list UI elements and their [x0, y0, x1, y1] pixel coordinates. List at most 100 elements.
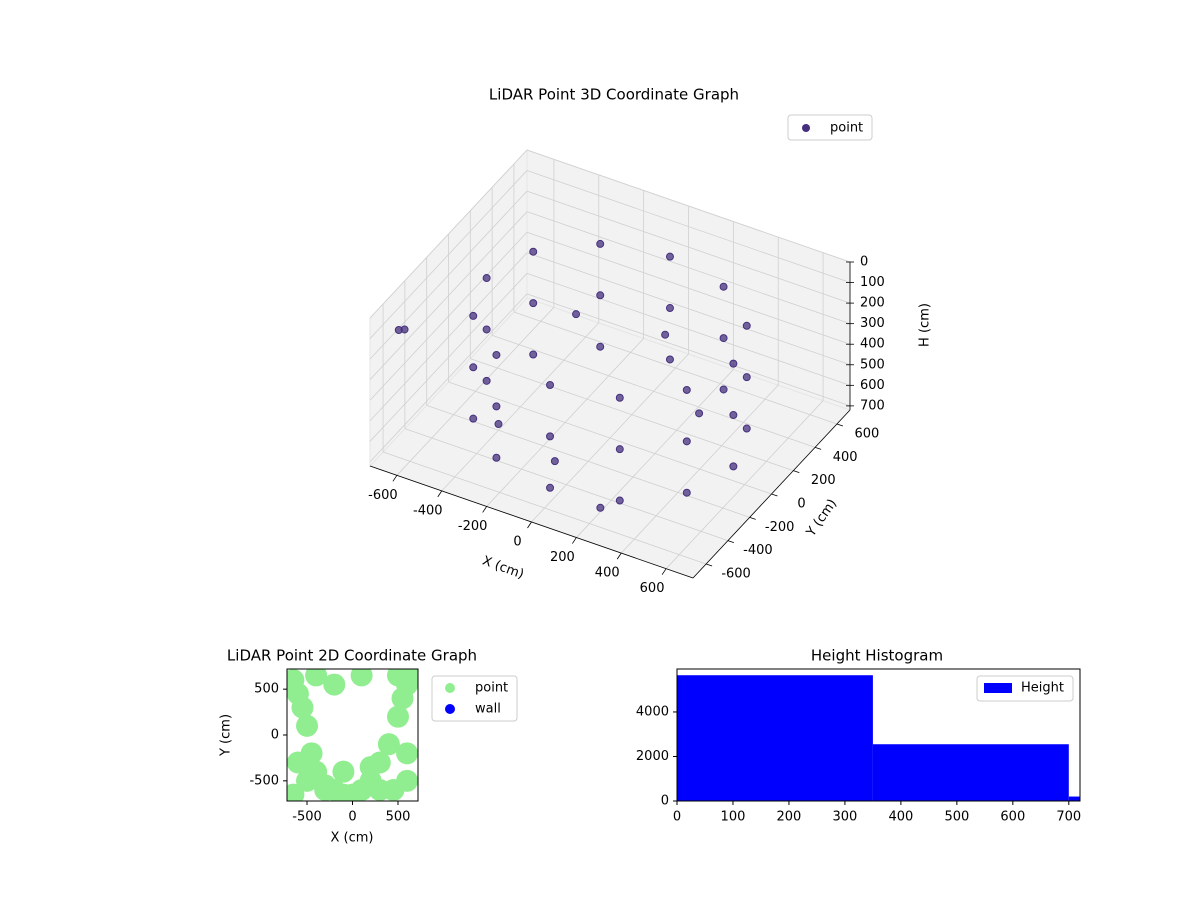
x-tick-label: 400	[888, 810, 913, 825]
y-tick-label: 200	[811, 473, 836, 488]
y-tick-label: 600	[855, 427, 880, 442]
x-tick-label: 500	[386, 810, 411, 825]
z-tick-label: 700	[860, 398, 885, 413]
point	[469, 311, 478, 320]
y-axis-label: Y (cm)	[219, 714, 234, 757]
y-tick-label: -200	[765, 520, 795, 535]
grid-line	[470, 358, 794, 472]
grid-line	[526, 190, 851, 304]
point	[482, 274, 491, 283]
point	[359, 756, 382, 779]
x-tick-label: 200	[777, 810, 802, 825]
point	[546, 483, 555, 492]
point	[742, 424, 751, 433]
tick-mark	[749, 516, 756, 520]
point	[305, 669, 328, 687]
point	[695, 409, 704, 418]
x-tick-label: 700	[1056, 810, 1081, 825]
point	[469, 414, 478, 423]
point	[596, 342, 605, 351]
point	[341, 783, 364, 801]
x-axis	[369, 465, 694, 579]
tick-mark	[705, 563, 713, 567]
point	[314, 779, 337, 801]
point	[596, 503, 605, 512]
grid-line	[526, 293, 851, 407]
x-tick-label: 200	[550, 550, 575, 565]
y-tick-label: 4000	[636, 704, 669, 719]
point	[400, 325, 409, 334]
point	[386, 669, 409, 687]
x-tick-label: -600	[368, 488, 398, 503]
point	[661, 330, 670, 339]
y-tick-label: -500	[249, 773, 279, 788]
grid-line	[513, 311, 838, 425]
point	[742, 373, 751, 382]
y-tick-label: -600	[721, 567, 751, 582]
tick-mark	[814, 446, 822, 450]
point	[682, 437, 691, 446]
point	[719, 385, 728, 394]
point	[529, 350, 538, 359]
point	[719, 282, 728, 291]
tick-mark	[771, 493, 778, 497]
x-tick-label: 100	[721, 810, 746, 825]
grid-line	[382, 451, 707, 565]
point	[386, 705, 409, 728]
z-tick-label: 600	[860, 378, 885, 393]
legend-marker	[445, 704, 455, 714]
legend-box	[976, 675, 1074, 702]
y-tick-label: 400	[833, 450, 858, 465]
y-tick-label: 0	[271, 728, 279, 743]
x-tick-label: 400	[595, 566, 620, 581]
grid-line	[369, 252, 528, 422]
grid-line	[526, 211, 851, 325]
legend-marker	[984, 683, 1012, 693]
legend-label: point	[475, 681, 508, 696]
legend-marker	[802, 124, 810, 132]
y-tick-label: 0	[797, 497, 805, 512]
tick-mark	[793, 470, 800, 474]
x-tick-label: -200	[458, 519, 488, 534]
y-tick-label: 0	[661, 794, 669, 809]
point	[332, 760, 355, 783]
grid-line	[369, 231, 528, 401]
point	[572, 310, 581, 319]
tick-mark	[727, 540, 735, 544]
axes-frame	[676, 668, 1081, 802]
x-tick-label: 0	[673, 810, 681, 825]
tick-mark	[661, 568, 667, 575]
x-tick-label: 600	[1000, 810, 1025, 825]
point	[729, 462, 738, 471]
point	[615, 445, 624, 454]
grid-line	[526, 170, 851, 283]
point	[350, 669, 373, 687]
point	[665, 355, 674, 364]
z-tick-label: 300	[860, 316, 885, 331]
legend-label: wall	[475, 702, 501, 717]
grid-line	[526, 272, 851, 386]
point	[492, 453, 501, 462]
point	[729, 359, 738, 368]
bar	[872, 744, 1069, 801]
legend-label: Height	[1021, 681, 1064, 696]
point	[291, 696, 314, 719]
point	[492, 402, 501, 411]
x-tick-label: 600	[640, 581, 665, 596]
tick-mark	[437, 490, 443, 498]
x-tick-label: 0	[513, 535, 521, 550]
point	[719, 334, 728, 343]
legend-label: point	[830, 121, 863, 136]
point	[482, 325, 491, 334]
legend-marker	[445, 683, 455, 693]
point	[377, 733, 400, 756]
legend-box	[431, 675, 518, 722]
point	[550, 457, 559, 466]
point	[596, 239, 605, 248]
x-tick-label: -400	[413, 503, 443, 518]
grid-line	[369, 293, 528, 463]
point	[682, 385, 691, 394]
point	[469, 363, 478, 372]
point	[494, 420, 503, 429]
